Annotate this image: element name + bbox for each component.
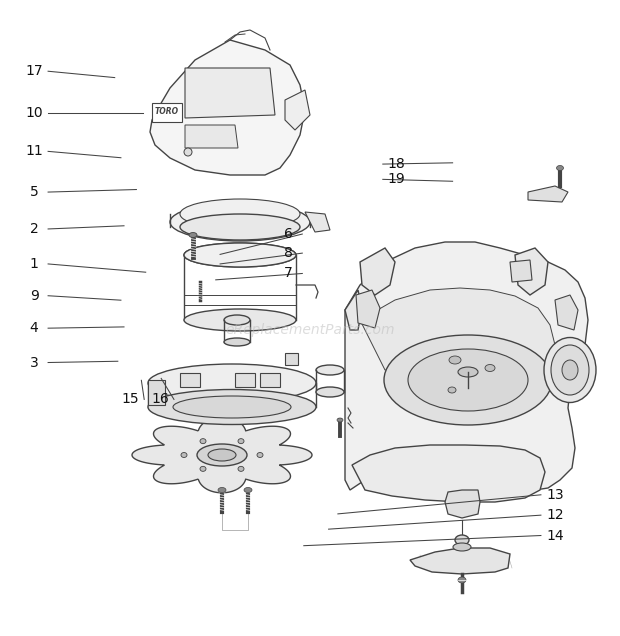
- Text: 17: 17: [25, 64, 43, 78]
- Text: 5: 5: [30, 185, 38, 199]
- Polygon shape: [285, 90, 310, 130]
- Text: 16: 16: [151, 392, 169, 406]
- Ellipse shape: [173, 396, 291, 418]
- Text: 9: 9: [30, 289, 38, 303]
- Ellipse shape: [200, 466, 206, 471]
- Ellipse shape: [544, 338, 596, 403]
- Ellipse shape: [200, 439, 206, 444]
- Polygon shape: [410, 548, 510, 574]
- Text: 11: 11: [25, 144, 43, 158]
- Polygon shape: [132, 417, 312, 493]
- Polygon shape: [185, 68, 275, 118]
- Text: 1: 1: [30, 257, 38, 271]
- Polygon shape: [235, 373, 255, 387]
- Polygon shape: [356, 290, 380, 328]
- Text: 15: 15: [122, 392, 139, 406]
- Ellipse shape: [257, 452, 263, 457]
- Ellipse shape: [238, 439, 244, 444]
- Ellipse shape: [181, 452, 187, 457]
- Ellipse shape: [208, 449, 236, 461]
- Polygon shape: [152, 103, 182, 122]
- Polygon shape: [360, 288, 555, 385]
- Ellipse shape: [458, 367, 478, 377]
- Ellipse shape: [551, 345, 589, 395]
- Polygon shape: [345, 290, 362, 330]
- Ellipse shape: [449, 356, 461, 364]
- Ellipse shape: [453, 543, 471, 551]
- Ellipse shape: [224, 315, 250, 325]
- Text: 18: 18: [388, 157, 405, 171]
- Text: 14: 14: [546, 529, 564, 543]
- Ellipse shape: [184, 148, 192, 156]
- Text: 3: 3: [30, 356, 38, 370]
- Polygon shape: [445, 490, 480, 518]
- Ellipse shape: [557, 165, 564, 170]
- Text: 4: 4: [30, 321, 38, 335]
- Ellipse shape: [337, 418, 343, 422]
- Polygon shape: [285, 353, 298, 365]
- Ellipse shape: [562, 360, 578, 380]
- Text: TORO: TORO: [155, 107, 179, 116]
- Ellipse shape: [458, 577, 466, 583]
- Ellipse shape: [170, 203, 310, 241]
- Ellipse shape: [184, 243, 296, 267]
- Polygon shape: [260, 373, 280, 387]
- Text: 19: 19: [388, 172, 405, 186]
- Ellipse shape: [384, 335, 552, 425]
- Ellipse shape: [184, 309, 296, 331]
- Ellipse shape: [316, 387, 344, 397]
- Text: eReplacementParts.com: eReplacementParts.com: [225, 323, 395, 337]
- Ellipse shape: [148, 364, 316, 402]
- Polygon shape: [360, 248, 395, 295]
- Polygon shape: [148, 380, 165, 405]
- Ellipse shape: [244, 488, 252, 492]
- Ellipse shape: [189, 233, 197, 237]
- Text: 6: 6: [284, 227, 293, 241]
- Ellipse shape: [408, 349, 528, 411]
- Ellipse shape: [224, 338, 250, 346]
- Text: 12: 12: [546, 508, 564, 522]
- Polygon shape: [180, 373, 200, 387]
- Text: 10: 10: [25, 106, 43, 120]
- Polygon shape: [305, 212, 330, 232]
- Ellipse shape: [448, 387, 456, 393]
- Text: 8: 8: [284, 246, 293, 260]
- Ellipse shape: [238, 466, 244, 471]
- Polygon shape: [352, 445, 545, 502]
- Polygon shape: [510, 260, 532, 282]
- Ellipse shape: [180, 214, 300, 240]
- Ellipse shape: [455, 535, 469, 545]
- Text: 7: 7: [284, 266, 293, 280]
- Polygon shape: [345, 242, 588, 490]
- Polygon shape: [528, 186, 568, 202]
- Ellipse shape: [184, 243, 296, 267]
- Ellipse shape: [197, 444, 247, 466]
- Polygon shape: [150, 40, 305, 175]
- Ellipse shape: [485, 364, 495, 371]
- Ellipse shape: [148, 389, 316, 424]
- Polygon shape: [555, 295, 578, 330]
- Ellipse shape: [180, 199, 300, 229]
- Polygon shape: [185, 125, 238, 148]
- Ellipse shape: [218, 488, 226, 492]
- Ellipse shape: [316, 365, 344, 375]
- Text: 2: 2: [30, 222, 38, 236]
- Polygon shape: [515, 248, 548, 295]
- Text: 13: 13: [546, 488, 564, 502]
